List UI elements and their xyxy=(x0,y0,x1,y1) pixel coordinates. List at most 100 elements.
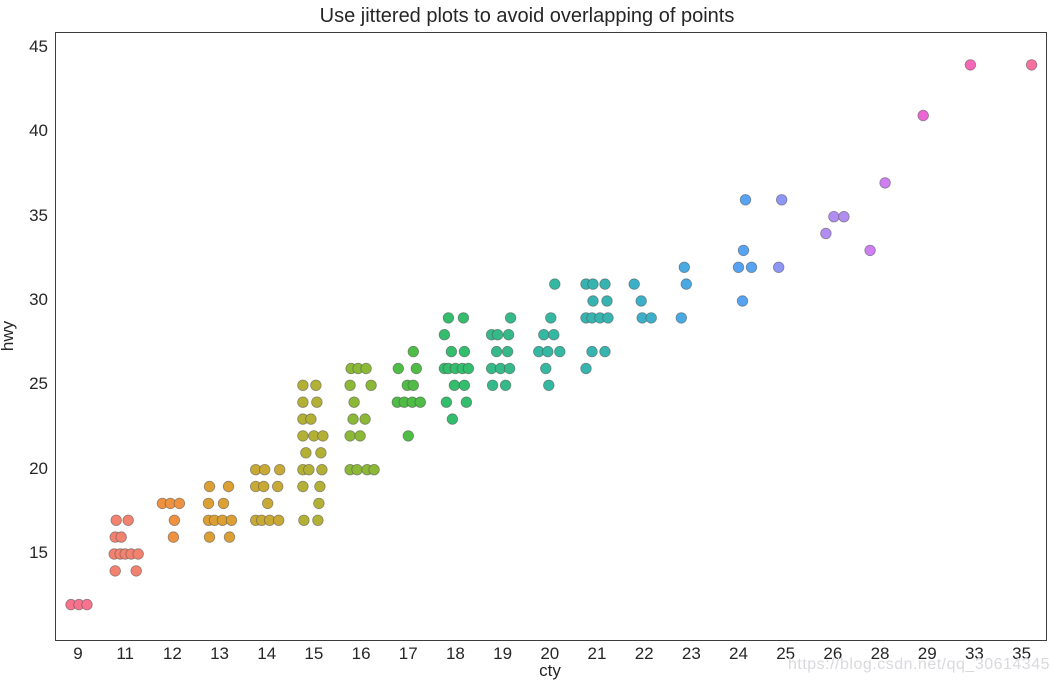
data-point xyxy=(122,514,134,527)
x-tick-label: 15 xyxy=(304,644,324,663)
data-point xyxy=(315,447,327,459)
data-point xyxy=(173,497,186,510)
x-tick-label: 20 xyxy=(540,644,560,663)
x-tick-label: 24 xyxy=(729,644,748,663)
data-point xyxy=(311,396,323,408)
data-point xyxy=(203,480,216,493)
x-tick-label: 11 xyxy=(116,644,134,663)
y-tick-label: 40 xyxy=(29,121,48,141)
data-point xyxy=(879,177,891,189)
data-point xyxy=(587,295,599,307)
x-tick-label: 17 xyxy=(398,644,418,663)
data-point xyxy=(297,396,309,408)
data-point xyxy=(543,379,555,392)
data-point xyxy=(599,345,611,358)
data-point xyxy=(587,278,599,290)
data-point xyxy=(359,413,371,425)
data-point xyxy=(440,396,453,408)
data-point xyxy=(828,210,840,223)
data-point xyxy=(458,379,471,392)
data-point xyxy=(501,345,514,358)
data-point xyxy=(368,464,380,476)
x-tick-label: 21 xyxy=(587,644,607,663)
data-point xyxy=(599,278,611,290)
scatter-layer xyxy=(65,59,1038,611)
data-point xyxy=(490,345,503,358)
data-point xyxy=(81,598,93,611)
plot-area xyxy=(55,32,1047,641)
data-point xyxy=(1025,59,1038,71)
x-tick-label: 33 xyxy=(964,644,984,663)
x-tick-label: 26 xyxy=(823,644,843,663)
data-point xyxy=(110,514,122,527)
data-point xyxy=(410,362,423,375)
data-point xyxy=(628,278,640,290)
data-point xyxy=(217,497,230,510)
data-point xyxy=(225,514,238,527)
data-point xyxy=(458,345,471,358)
data-point xyxy=(838,210,850,223)
data-point xyxy=(540,362,552,375)
data-point xyxy=(462,362,475,375)
data-point xyxy=(222,480,235,493)
x-tick-label: 29 xyxy=(917,644,937,663)
data-point xyxy=(601,295,613,307)
chart-title: Use jittered plots to avoid overlapping … xyxy=(319,5,735,27)
data-point xyxy=(132,548,144,560)
data-point xyxy=(257,480,270,493)
data-point xyxy=(300,447,312,459)
data-point xyxy=(407,379,420,392)
data-point xyxy=(438,329,451,341)
data-point xyxy=(460,396,473,408)
watermark-text: https://blog.csdn.net/qq_30614345 xyxy=(787,656,1050,673)
data-point xyxy=(407,345,420,358)
data-point xyxy=(392,362,405,375)
data-point xyxy=(402,430,415,442)
data-point xyxy=(130,565,142,577)
data-point xyxy=(273,464,286,476)
data-point xyxy=(310,379,322,392)
data-point xyxy=(736,295,749,307)
data-point xyxy=(360,362,372,375)
x-tick-label: 18 xyxy=(445,644,465,663)
x-tick-label: 28 xyxy=(870,644,890,663)
data-point xyxy=(645,312,657,324)
data-point xyxy=(580,362,592,375)
data-point xyxy=(344,379,356,392)
data-point xyxy=(739,194,752,206)
x-tick-label: 14 xyxy=(257,644,277,663)
data-point xyxy=(504,312,517,324)
data-point xyxy=(586,345,598,358)
data-point xyxy=(202,497,215,510)
data-point xyxy=(964,59,977,71)
data-point xyxy=(776,194,788,206)
data-point xyxy=(549,278,561,290)
data-point xyxy=(312,514,324,527)
x-tick-label: 13 xyxy=(210,644,229,663)
data-point xyxy=(305,413,317,425)
data-point xyxy=(491,329,504,341)
data-point xyxy=(316,464,328,476)
data-point xyxy=(446,413,459,425)
data-point xyxy=(223,531,236,543)
x-tick-label: 25 xyxy=(776,644,796,663)
data-point xyxy=(314,480,326,493)
x-tick-label: 23 xyxy=(681,644,701,663)
data-point xyxy=(354,430,366,442)
data-point xyxy=(297,480,309,493)
y-tick-label: 20 xyxy=(29,458,48,478)
x-tick-label: 22 xyxy=(634,644,654,663)
data-point xyxy=(538,329,550,341)
data-point xyxy=(457,312,470,324)
data-point xyxy=(313,497,325,510)
data-point xyxy=(545,312,557,324)
data-point xyxy=(542,345,554,358)
x-tick-label: 19 xyxy=(493,644,513,663)
data-point xyxy=(109,565,121,577)
y-tick-label: 45 xyxy=(29,37,48,57)
data-point xyxy=(499,379,512,392)
y-tick-label: 35 xyxy=(29,205,48,225)
data-point xyxy=(271,480,284,493)
data-point xyxy=(554,345,566,358)
data-point xyxy=(261,497,274,510)
